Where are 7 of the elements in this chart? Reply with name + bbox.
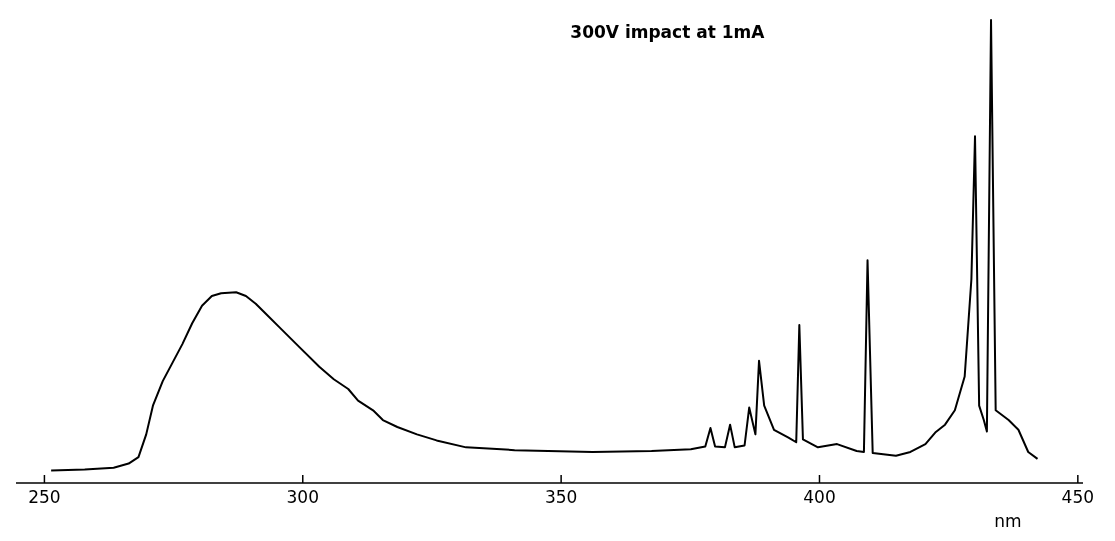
x-tick-label: 450 [1061,487,1095,507]
x-tick-label: 300 [286,487,319,507]
x-tick-label: 250 [28,487,61,507]
x-axis-title: nm [994,511,1022,531]
x-tick-label: 350 [544,487,578,507]
annotation: 300V impact at 1mA [570,22,766,42]
x-tick-label: 400 [803,487,836,507]
